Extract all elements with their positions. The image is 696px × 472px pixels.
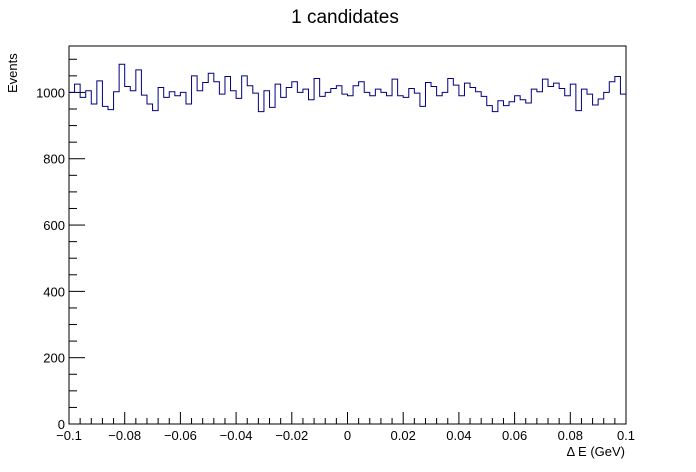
x-tick-label: 0.08 — [558, 428, 583, 443]
y-tick-label: 800 — [43, 152, 65, 167]
y-tick-label: 1000 — [36, 85, 65, 100]
x-tick-label: 0.06 — [502, 428, 527, 443]
histogram-series-line — [69, 63, 626, 113]
x-axis: −0.1 −0.08 −0.06 −0.04 −0.02 0 0.02 0.04 0.06 0.0… — [56, 412, 635, 443]
x-tick-label: 0.04 — [446, 428, 471, 443]
x-tick-label: −0.06 — [164, 428, 197, 443]
x-tick-label: −0.08 — [108, 428, 141, 443]
y-tick-label: 600 — [43, 218, 65, 233]
y-tick-label: 400 — [43, 284, 65, 299]
x-tick-label: −0.04 — [220, 428, 253, 443]
x-tick-label: −0.02 — [275, 428, 308, 443]
x-tick-label: 0.1 — [617, 428, 635, 443]
y-axis: 0 200 400 600 800 1000 — [36, 58, 85, 432]
x-tick-label: 0 — [344, 428, 351, 443]
y-tick-label: 200 — [43, 351, 65, 366]
y-axis-label: Events — [5, 53, 20, 93]
y-tick-label: 0 — [58, 417, 65, 432]
x-axis-label: Δ E (GeV) — [566, 444, 625, 459]
chart-title: 1 candidates — [291, 7, 399, 28]
x-tick-label: −0.1 — [56, 428, 82, 443]
x-tick-label: 0.02 — [391, 428, 416, 443]
plot-frame — [68, 45, 627, 425]
